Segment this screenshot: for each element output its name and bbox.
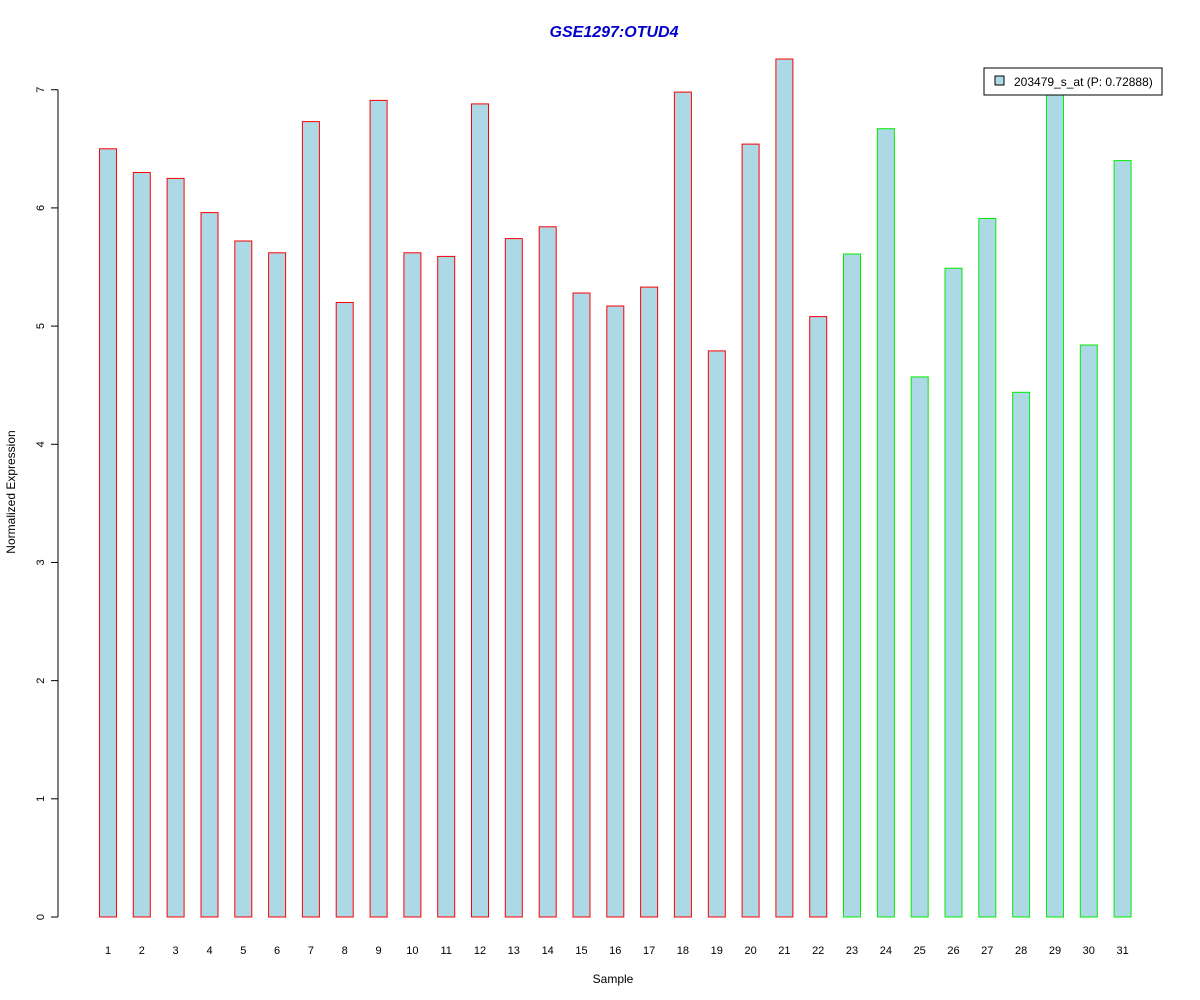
legend-label: 203479_s_at (P: 0.72888)	[1014, 75, 1153, 89]
legend-swatch	[994, 75, 1005, 86]
legend: 203479_s_at (P: 0.72888)	[983, 67, 1163, 96]
bar-sample-12	[471, 103, 489, 918]
bar-sample-14	[538, 226, 557, 918]
bar-sample-3	[166, 177, 185, 918]
bar-sample-19	[707, 350, 726, 918]
bar-sample-8	[335, 302, 354, 918]
bar-sample-7	[301, 121, 320, 918]
bar-sample-9	[369, 99, 388, 918]
bar-sample-23	[843, 253, 861, 918]
x-tick-label: 8	[342, 945, 348, 957]
x-tick-label: 1	[105, 945, 111, 957]
x-tick-label: 10	[406, 945, 418, 957]
x-tick-label: 15	[575, 945, 587, 957]
y-tick-label: 4	[35, 441, 47, 447]
bar-sample-22	[809, 316, 828, 918]
bar-sample-5	[234, 240, 253, 918]
x-tick-label: 28	[1015, 945, 1027, 957]
y-tick-label: 7	[35, 87, 47, 93]
x-tick-label: 3	[173, 945, 179, 957]
x-tick-label: 24	[880, 945, 892, 957]
bar-sample-10	[403, 252, 422, 918]
x-tick-label: 13	[508, 945, 520, 957]
bar-sample-4	[200, 212, 219, 918]
x-tick-label: 16	[609, 945, 621, 957]
y-tick-label: 2	[35, 678, 47, 684]
bar-sample-27	[978, 218, 997, 918]
x-tick-label: 12	[474, 945, 486, 957]
x-tick-label: 14	[542, 945, 554, 957]
y-tick-label: 1	[35, 796, 47, 802]
x-tick-label: 20	[744, 945, 756, 957]
x-tick-label: 29	[1049, 945, 1061, 957]
bar-sample-18	[673, 91, 692, 918]
x-tick-label: 27	[981, 945, 993, 957]
y-tick-label: 3	[35, 559, 47, 565]
x-tick-label: 23	[846, 945, 858, 957]
y-axis-label: Normalized Expression	[4, 430, 18, 553]
x-tick-label: 19	[711, 945, 723, 957]
bar-sample-29	[1046, 90, 1064, 918]
x-tick-label: 11	[440, 945, 451, 957]
chart-title: GSE1297:OTUD4	[550, 24, 679, 41]
bar-sample-28	[1012, 391, 1031, 918]
bar-sample-6	[268, 252, 287, 918]
bar-sample-13	[504, 238, 523, 918]
bar-sample-31	[1113, 160, 1132, 918]
bar-sample-16	[606, 305, 625, 918]
bar-sample-2	[132, 172, 151, 918]
bar-sample-17	[640, 286, 659, 918]
bar-sample-30	[1079, 344, 1098, 918]
x-tick-label: 6	[274, 945, 280, 957]
bar-sample-20	[741, 143, 760, 918]
x-tick-label: 17	[643, 945, 655, 957]
bars	[99, 58, 1132, 918]
bar-sample-25	[910, 376, 929, 918]
x-tick-label: 22	[812, 945, 824, 957]
y-tick-label: 6	[35, 205, 47, 211]
bar-sample-15	[572, 292, 591, 918]
x-tick-labels: 1 2 3 4 5 6 7 8 9 10 11 12 13 14 15 16 17 18 19 20 21 22 23 24 2…	[105, 945, 1129, 957]
x-tick-label: 26	[947, 945, 959, 957]
x-tick-label: 30	[1083, 945, 1095, 957]
x-tick-label: 2	[139, 945, 145, 957]
y-tick-label: 5	[35, 323, 47, 329]
x-tick-label: 18	[677, 945, 689, 957]
x-tick-label: 5	[240, 945, 246, 957]
bar-sample-26	[944, 267, 963, 918]
x-tick-label: 31	[1116, 945, 1128, 957]
y-axis-ticks: 0 1 2 3 4 5 6 7	[35, 87, 58, 920]
y-tick-label: 0	[35, 914, 47, 920]
legend-box	[983, 67, 1163, 96]
x-tick-label: 25	[914, 945, 926, 957]
bar-sample-21	[775, 58, 794, 918]
x-tick-label: 9	[376, 945, 382, 957]
x-tick-label: 21	[778, 945, 790, 957]
bar-sample-1	[99, 148, 117, 918]
x-tick-label: 7	[308, 945, 314, 957]
bar-sample-11	[437, 255, 456, 918]
bar-sample-24	[876, 128, 895, 918]
x-axis-label: Sample	[593, 972, 634, 986]
x-tick-label: 4	[206, 945, 212, 957]
